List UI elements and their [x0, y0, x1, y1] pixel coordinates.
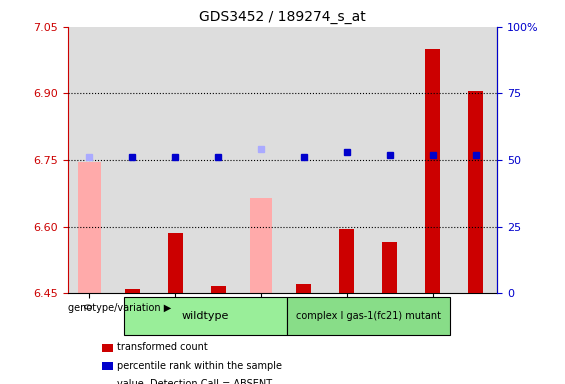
Title: GDS3452 / 189274_s_at: GDS3452 / 189274_s_at [199, 10, 366, 25]
Bar [111, 27, 154, 293]
Bar [297, 284, 311, 293]
Text: value, Detection Call = ABSENT: value, Detection Call = ABSENT [117, 379, 272, 384]
Bar [168, 233, 182, 293]
Bar [383, 242, 397, 293]
Bar [78, 162, 101, 293]
Text: genotype/variation ▶: genotype/variation ▶ [68, 303, 171, 313]
FancyBboxPatch shape [287, 297, 450, 335]
Text: transformed count: transformed count [117, 342, 208, 352]
Bar [368, 27, 411, 293]
FancyBboxPatch shape [124, 297, 287, 335]
Bar [468, 91, 483, 293]
Text: wildtype: wildtype [181, 311, 229, 321]
Bar [102, 344, 113, 352]
Bar [102, 362, 113, 371]
Bar [282, 27, 325, 293]
Bar [68, 27, 111, 293]
Bar [240, 27, 282, 293]
Text: percentile rank within the sample: percentile rank within the sample [117, 361, 282, 371]
Bar [250, 198, 272, 293]
Bar [411, 27, 454, 293]
Bar [211, 286, 225, 293]
Bar [197, 27, 240, 293]
Bar [340, 229, 354, 293]
Bar [102, 381, 113, 384]
Bar [125, 289, 140, 293]
Bar [425, 49, 440, 293]
Bar [325, 27, 368, 293]
Text: complex I gas-1(fc21) mutant: complex I gas-1(fc21) mutant [296, 311, 441, 321]
Bar [454, 27, 497, 293]
Bar [154, 27, 197, 293]
